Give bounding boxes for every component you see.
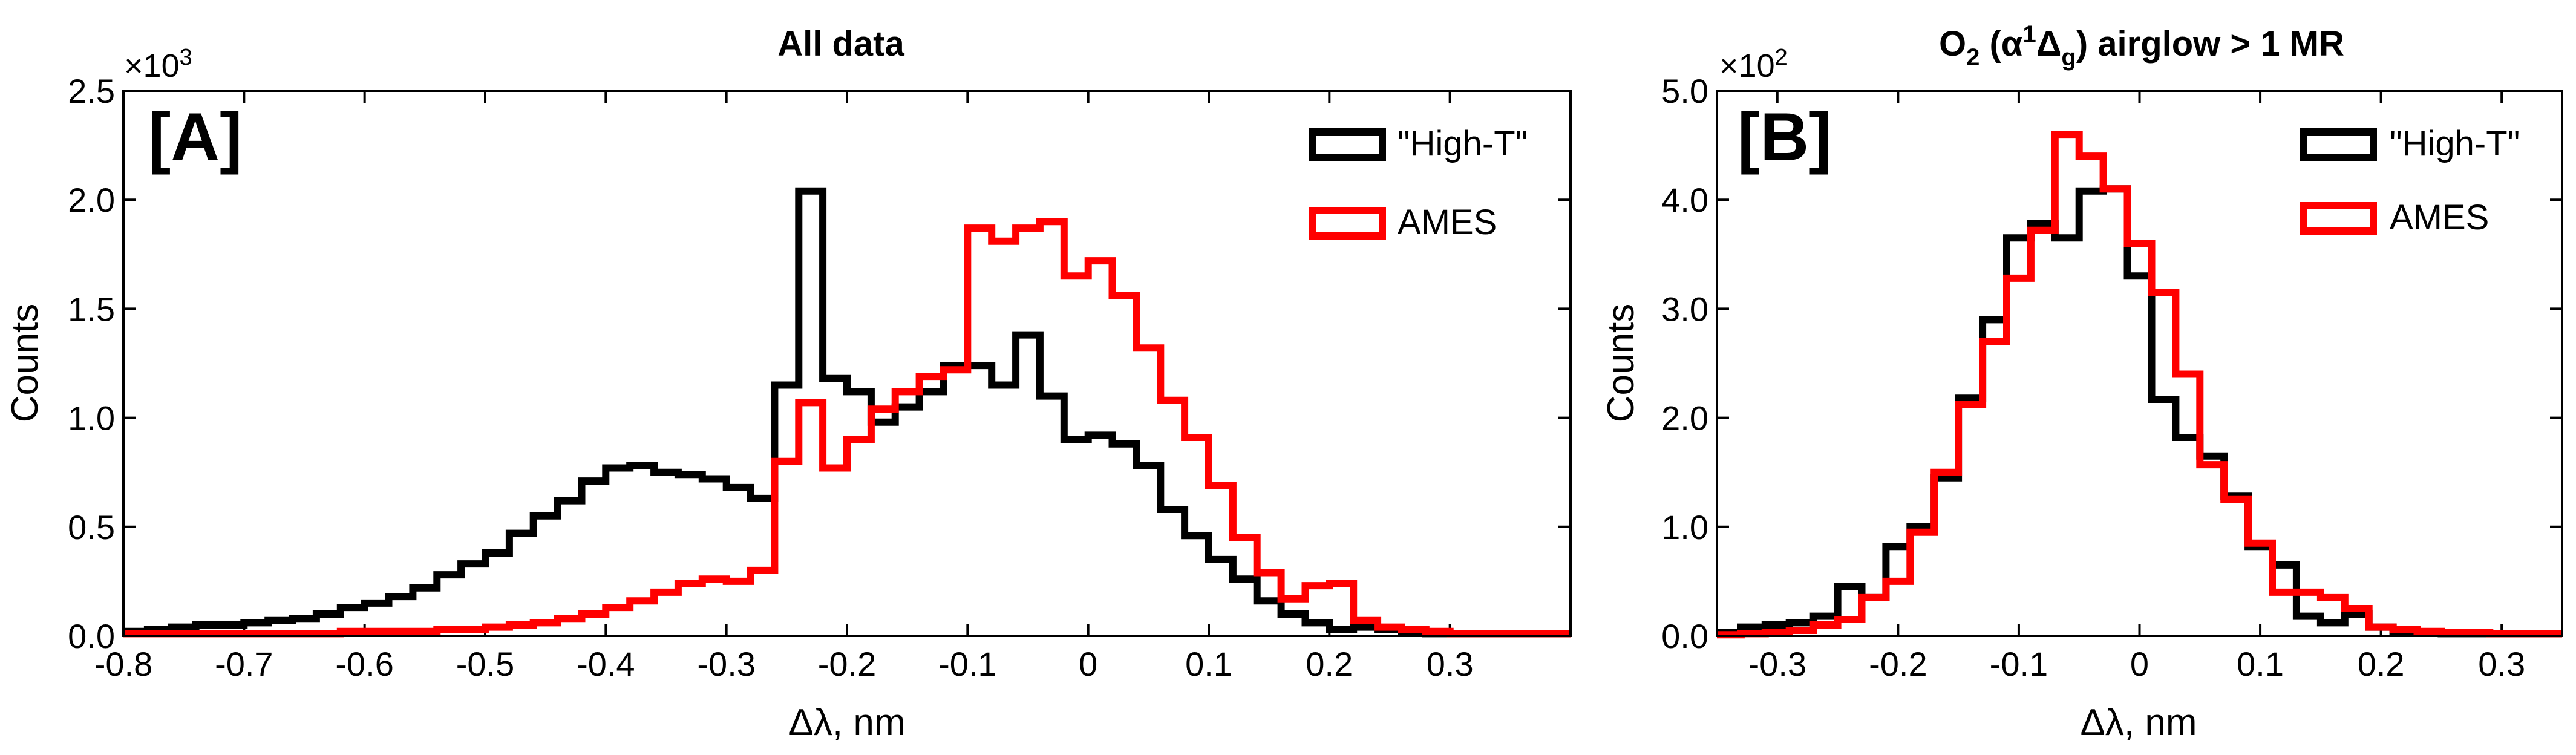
x-tick-label: 0 xyxy=(2130,645,2149,683)
panel-b-legend-swatch-hight xyxy=(2300,128,2377,161)
x-tick-label: -0.5 xyxy=(456,645,515,683)
y-tick-label: 2.0 xyxy=(1661,399,1708,437)
x-tick-label: -0.6 xyxy=(335,645,394,683)
panel-b-exponent: ×102 xyxy=(1719,45,1788,84)
panel-a-y-label: Counts xyxy=(4,304,46,422)
series-line-ames xyxy=(123,218,1571,638)
x-tick-label: -0.1 xyxy=(1990,645,2048,683)
panel-a-axes-box xyxy=(122,90,1572,637)
x-tick-label: 0 xyxy=(1079,645,1097,683)
panel-b-title-alpha: (α xyxy=(1979,24,2022,64)
x-tick-label: -0.2 xyxy=(1869,645,1927,683)
panel-b-legend: "High-T" AMES xyxy=(2300,124,2520,237)
y-tick-label: 2.5 xyxy=(68,72,115,110)
y-tick-label: 1.0 xyxy=(1661,508,1708,546)
x-tick-label: 0.1 xyxy=(2237,645,2284,683)
y-tick-label: 0.5 xyxy=(68,508,115,546)
series-line-ames xyxy=(1717,131,2562,639)
series-line-hight xyxy=(1717,185,2562,638)
x-tick-label: 0.2 xyxy=(2358,645,2405,683)
panel-b-legend-swatch-ames xyxy=(2300,202,2377,235)
panel-b-exponent-power: 2 xyxy=(1775,45,1788,70)
y-tick-label: 5.0 xyxy=(1661,72,1708,110)
y-tick-label: 3.0 xyxy=(1661,290,1708,328)
panel-a-legend-label-ames: AMES xyxy=(1398,203,1497,242)
panel-a-exponent-power: 3 xyxy=(180,45,192,70)
y-tick-label: 4.0 xyxy=(1661,181,1708,219)
x-tick-label: -0.3 xyxy=(1748,645,1807,683)
panel-b: O2 (α1Δg) airglow > 1 MR ×102 0.01.02.03… xyxy=(1600,21,2563,744)
panel-b-title-o: O xyxy=(1939,24,1966,64)
panel-b-title-delta: Δ xyxy=(2036,24,2062,64)
panel-b-axes-box xyxy=(1716,90,2563,637)
panel-b-title-sub-2: 2 xyxy=(1966,44,1979,71)
panel-b-exponent-base: ×10 xyxy=(1719,48,1775,84)
x-tick-label: 0.2 xyxy=(1306,645,1353,683)
panel-a-legend-swatch-hight xyxy=(1309,128,1386,161)
x-tick-label: 0.1 xyxy=(1185,645,1232,683)
panel-b-series xyxy=(1717,131,2562,639)
panel-a-x-label: Δλ, nm xyxy=(789,702,906,744)
panel-b-title: O2 (α1Δg) airglow > 1 MR xyxy=(1939,21,2344,71)
y-tick-label: 0.0 xyxy=(1661,617,1708,655)
panel-b-label: [B] xyxy=(1737,99,1831,175)
panel-b-title-sub-g: g xyxy=(2061,44,2076,71)
panel-b-legend-label-hight: "High-T" xyxy=(2390,124,2520,163)
x-tick-label: 0.3 xyxy=(1427,645,1474,683)
panel-a-exponent-base: ×10 xyxy=(124,48,180,84)
panel-a-y-axis: 0.0 0.5 1.0 1.5 2.0 2.5 xyxy=(68,72,1571,655)
panel-b-y-axis: 0.0 1.0 2.0 3.0 4.0 5.0 xyxy=(1661,72,2562,655)
y-tick-label: 1.5 xyxy=(68,290,115,328)
panel-b-x-axis: -0.3 -0.2 -0.1 0 0.1 0.2 0.3 xyxy=(1748,91,2525,683)
y-tick-label: 1.0 xyxy=(68,399,115,437)
panel-b-title-rest: ) airglow > 1 MR xyxy=(2076,24,2344,64)
panel-a-legend-swatch-ames xyxy=(1309,207,1386,240)
panel-b-title-sup-1: 1 xyxy=(2022,21,2036,48)
x-tick-label: -0.2 xyxy=(818,645,877,683)
panel-b-x-label: Δλ, nm xyxy=(2081,702,2197,744)
x-tick-label: -0.3 xyxy=(697,645,756,683)
panel-b-legend-label-ames: AMES xyxy=(2390,198,2489,237)
series-line-hight xyxy=(123,187,1571,638)
y-tick-label: 2.0 xyxy=(68,181,115,219)
panel-a-legend-label-hight: "High-T" xyxy=(1398,124,1528,163)
y-tick-label: 0.0 xyxy=(68,617,115,655)
x-tick-label: -0.1 xyxy=(938,645,997,683)
panel-b-y-label: Counts xyxy=(1600,304,1642,422)
panel-a: All data ×103 0.00.51.01.52.02.5 -0.8 -0.… xyxy=(4,24,1572,744)
panel-a-legend: "High-T" AMES xyxy=(1309,124,1528,242)
x-tick-label: -0.7 xyxy=(215,645,273,683)
x-tick-label: 0.3 xyxy=(2478,645,2525,683)
panel-a-x-axis: -0.8 -0.7 -0.6 -0.5 -0.4 -0.3 -0.2 -0.1 0 0.1 0.2 0… xyxy=(94,91,1474,683)
panel-a-label: [A] xyxy=(148,99,242,175)
panel-a-exponent: ×103 xyxy=(124,45,192,84)
panel-a-title: All data xyxy=(777,24,904,64)
x-tick-label: -0.8 xyxy=(94,645,153,683)
x-tick-label: -0.4 xyxy=(577,645,635,683)
panel-a-series xyxy=(123,187,1571,638)
